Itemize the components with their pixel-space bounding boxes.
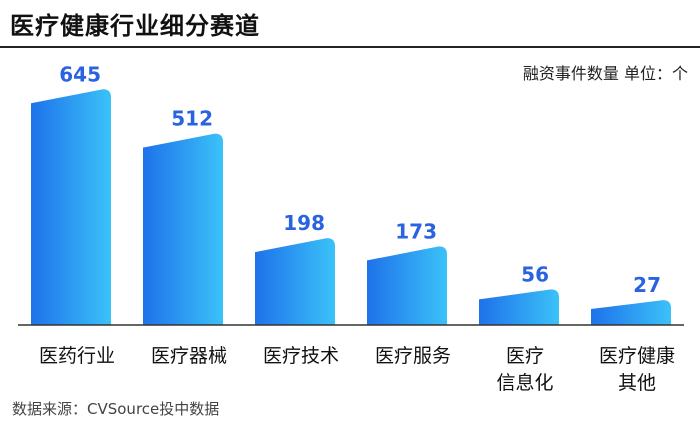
unit-note: 融资事件数量 单位：个	[522, 64, 688, 83]
bar	[479, 289, 559, 325]
category-label: 信息化	[496, 372, 553, 394]
category-label: 医药行业	[39, 345, 115, 367]
category-label: 医疗健康	[599, 345, 675, 367]
bar	[591, 300, 671, 325]
bar	[255, 238, 335, 325]
chart-title: 医疗健康行业细分赛道	[10, 12, 260, 40]
bar-value-label: 56	[521, 262, 549, 286]
category-label: 医疗器械	[151, 345, 227, 367]
bar-value-label: 198	[283, 211, 325, 235]
category-label: 医疗服务	[375, 345, 451, 367]
category-label: 医疗技术	[263, 345, 339, 367]
bar-value-label: 645	[59, 62, 101, 86]
data-source: 数据来源：CVSource投中数据	[12, 400, 220, 418]
bar	[143, 133, 223, 325]
category-label: 其他	[618, 372, 656, 394]
bar-value-label: 173	[395, 219, 437, 243]
bar	[367, 246, 447, 325]
bar-value-label: 512	[171, 107, 213, 131]
bar	[31, 89, 111, 325]
bar-value-label: 27	[633, 273, 661, 297]
title-underline	[0, 46, 700, 48]
category-label: 医疗	[506, 345, 544, 367]
